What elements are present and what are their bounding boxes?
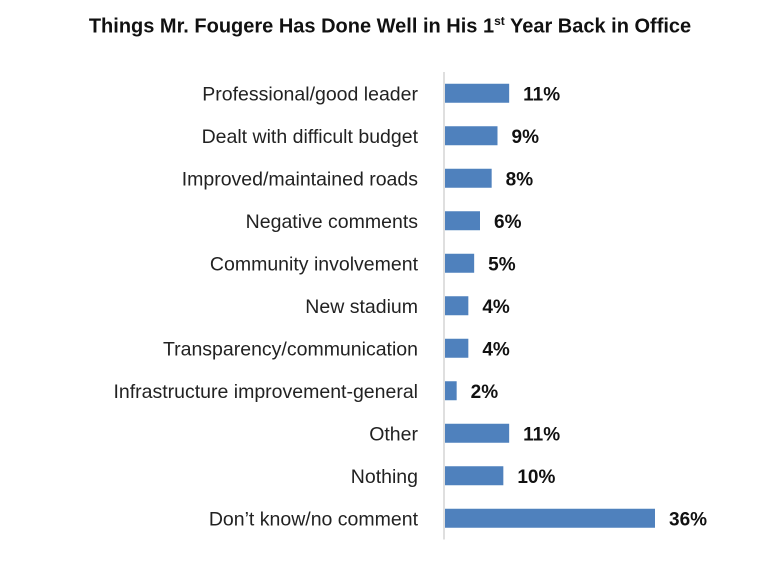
category-label: Nothing (351, 466, 418, 488)
value-label: 8% (506, 169, 534, 190)
chart-title-prefix: Things Mr. Fougere Has Done Well in His … (88, 15, 495, 38)
value-label: 10% (517, 467, 555, 488)
category-label: Dealt with difficult budget (202, 126, 419, 148)
value-label: 9% (512, 127, 540, 148)
bar (445, 423, 510, 443)
value-label: 4% (482, 297, 510, 318)
category-label: Professional/good leader (202, 83, 418, 105)
category-label: Improved/maintained roads (182, 168, 419, 190)
value-label: 2% (471, 382, 499, 403)
bar (445, 211, 480, 231)
value-label: 36% (669, 509, 707, 530)
chart-title: Things Mr. Fougere Has Done Well in His … (0, 14, 780, 39)
chart-title-suffix: Year Back in Office (504, 15, 692, 38)
bar (445, 381, 457, 401)
bar (445, 126, 498, 146)
category-label: Infrastructure improvement-general (113, 381, 418, 403)
bar (445, 296, 469, 316)
bar (445, 83, 510, 103)
bar (445, 338, 469, 358)
value-label: 4% (482, 339, 510, 360)
bar (445, 253, 475, 273)
value-label: 6% (494, 212, 522, 233)
category-label: Negative comments (246, 211, 419, 233)
value-label: 11% (523, 84, 560, 105)
bar (445, 466, 504, 486)
bar (445, 168, 492, 188)
category-label: Community involvement (210, 253, 419, 275)
value-label: 11% (523, 424, 560, 445)
category-label: Transparency/communication (163, 338, 418, 360)
category-label: Don’t know/no comment (209, 508, 419, 530)
category-label: New stadium (305, 296, 418, 318)
value-label: 5% (488, 254, 516, 275)
bar (445, 508, 655, 528)
category-label: Other (369, 423, 418, 445)
chart-title-superscript: st (494, 14, 505, 28)
